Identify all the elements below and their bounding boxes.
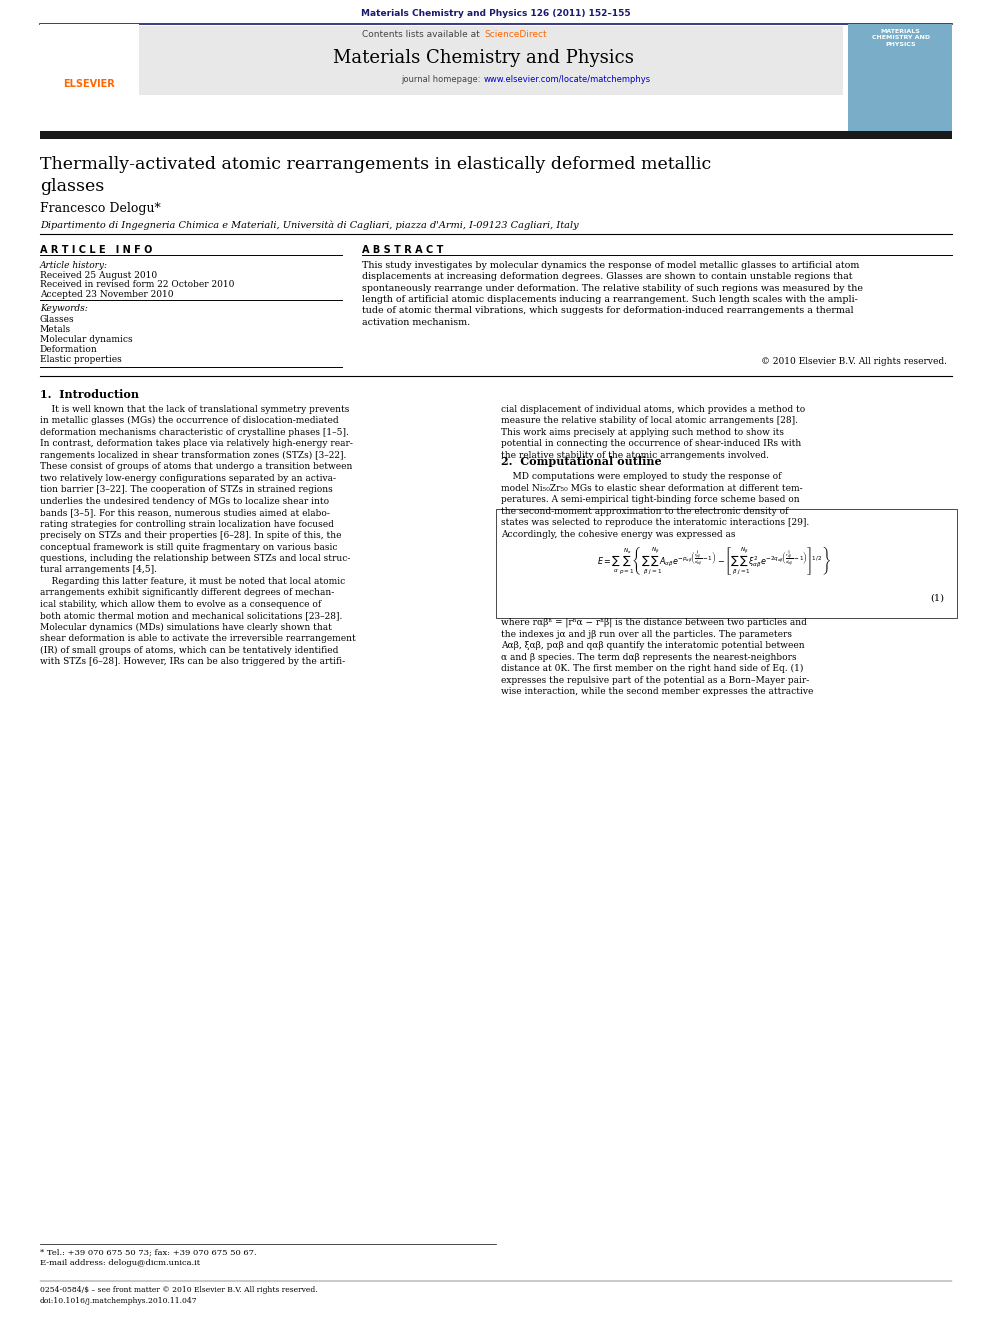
Text: E-mail address: delogu@dicm.unica.it: E-mail address: delogu@dicm.unica.it [40,1259,199,1267]
Text: doi:10.1016/j.matchemphys.2010.11.047: doi:10.1016/j.matchemphys.2010.11.047 [40,1297,197,1304]
FancyBboxPatch shape [40,24,139,132]
Text: Materials Chemistry and Physics: Materials Chemistry and Physics [332,49,634,67]
Text: A B S T R A C T: A B S T R A C T [362,245,443,255]
FancyBboxPatch shape [40,131,952,139]
Text: journal homepage:: journal homepage: [401,75,483,85]
Text: cial displacement of individual atoms, which provides a method to
measure the re: cial displacement of individual atoms, w… [501,405,806,459]
Text: © 2010 Elsevier B.V. All rights reserved.: © 2010 Elsevier B.V. All rights reserved… [762,357,947,366]
FancyBboxPatch shape [139,26,843,95]
Text: Dipartimento di Ingegneria Chimica e Materiali, Università di Cagliari, piazza d: Dipartimento di Ingegneria Chimica e Mat… [40,221,578,230]
Text: Glasses: Glasses [40,315,74,324]
Text: Received in revised form 22 October 2010: Received in revised form 22 October 2010 [40,280,234,290]
Text: Francesco Delogu*: Francesco Delogu* [40,202,161,216]
Text: Elastic properties: Elastic properties [40,355,121,364]
Text: 0254-0584/$ – see front matter © 2010 Elsevier B.V. All rights reserved.: 0254-0584/$ – see front matter © 2010 El… [40,1286,317,1294]
Text: Materials Chemistry and Physics 126 (2011) 152–155: Materials Chemistry and Physics 126 (201… [361,9,631,19]
Text: (1): (1) [930,594,944,602]
Text: www.elsevier.com/locate/matchemphys: www.elsevier.com/locate/matchemphys [484,75,651,85]
Text: ScienceDirect: ScienceDirect [484,30,547,40]
Text: Contents lists available at: Contents lists available at [362,30,483,40]
Text: Keywords:: Keywords: [40,304,87,314]
Text: Accepted 23 November 2010: Accepted 23 November 2010 [40,290,174,299]
Text: Received 25 August 2010: Received 25 August 2010 [40,271,157,280]
Text: Molecular dynamics: Molecular dynamics [40,335,132,344]
Text: Article history:: Article history: [40,261,108,270]
Text: Deformation: Deformation [40,344,97,353]
Text: Metals: Metals [40,324,70,333]
Text: where rαβʰ = |rʰα − rʰβ| is the distance between two particles and
the indexes j: where rαβʰ = |rʰα − rʰβ| is the distance… [501,618,813,696]
Text: A R T I C L E   I N F O: A R T I C L E I N F O [40,245,152,255]
Text: Thermally-activated atomic rearrangements in elastically deformed metallic
glass: Thermally-activated atomic rearrangement… [40,156,711,196]
Text: This study investigates by molecular dynamics the response of model metallic gla: This study investigates by molecular dyn… [362,261,863,327]
Text: * Tel.: +39 070 675 50 73; fax: +39 070 675 50 67.: * Tel.: +39 070 675 50 73; fax: +39 070 … [40,1249,256,1257]
Text: 1.  Introduction: 1. Introduction [40,389,139,400]
Text: 2.  Computational outline: 2. Computational outline [501,456,662,467]
Text: MD computations were employed to study the response of
model Ni₅₀Zr₅₀ MGs to ela: MD computations were employed to study t… [501,472,809,538]
FancyBboxPatch shape [848,24,952,132]
Text: ELSEVIER: ELSEVIER [63,79,115,90]
Text: $E{=}\sum_{\alpha}\sum_{p=1}^{N_\alpha}\!\left\{\sum_{\beta}\sum_{j=1}^{N_\beta}: $E{=}\sum_{\alpha}\sum_{p=1}^{N_\alpha}\… [597,545,831,577]
FancyBboxPatch shape [496,509,957,618]
Text: MATERIALS
CHEMISTRY AND
PHYSICS: MATERIALS CHEMISTRY AND PHYSICS [872,29,930,46]
Text: It is well known that the lack of translational symmetry prevents
in metallic gl: It is well known that the lack of transl… [40,405,355,667]
